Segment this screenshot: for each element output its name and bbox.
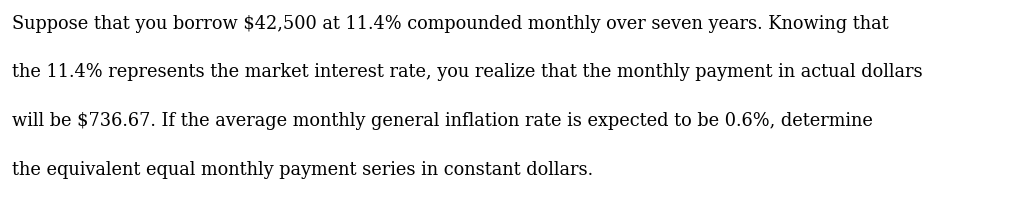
Text: the 11.4% represents the market interest rate, you realize that the monthly paym: the 11.4% represents the market interest… xyxy=(12,63,923,82)
Text: will be $736.67. If the average monthly general inflation rate is expected to be: will be $736.67. If the average monthly … xyxy=(12,112,873,130)
Text: the equivalent equal monthly payment series in constant dollars.: the equivalent equal monthly payment ser… xyxy=(12,161,593,179)
Text: Suppose that you borrow $42,500 at 11.4% compounded monthly over seven years. Kn: Suppose that you borrow $42,500 at 11.4%… xyxy=(12,15,889,33)
